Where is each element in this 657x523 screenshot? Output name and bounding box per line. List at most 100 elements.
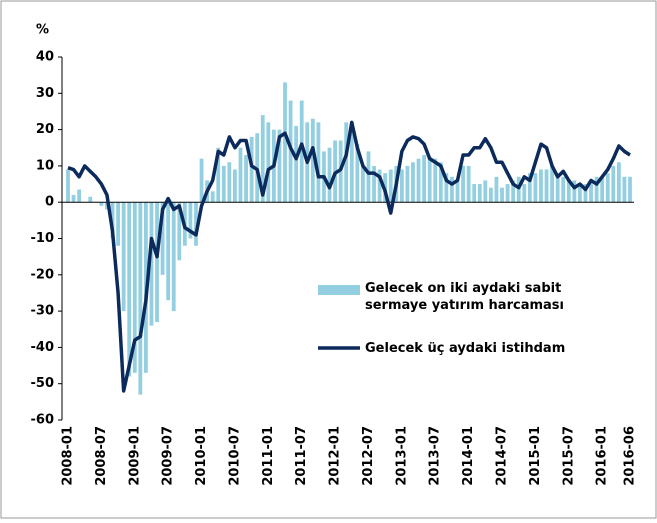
line [67,120,631,393]
x-tick-label: 2016-06 [623,426,638,486]
bar [583,184,588,203]
y-tick-label: -60 [31,413,55,428]
x-tick-label: 2011-01 [261,426,276,486]
bar [472,184,477,203]
bar [66,169,70,203]
bar [283,82,287,203]
bar [539,169,543,203]
bar [388,169,393,203]
bar [127,202,132,377]
bar [466,165,471,203]
bar [244,155,248,203]
bar [411,162,415,203]
bar [461,165,465,203]
bar [616,162,621,203]
bar [155,202,159,322]
legend-swatch [318,285,360,295]
bar [221,165,226,203]
bar [405,165,410,203]
bar [160,202,165,275]
bar [116,202,120,246]
bar [566,180,571,203]
bar [99,202,104,206]
bar [422,155,427,203]
bar [522,184,527,203]
bar [327,147,332,203]
bar [477,184,482,203]
x-tick-label: 2015-07 [561,426,576,486]
x-tick-label: 2008-01 [61,426,76,486]
bar [177,202,182,261]
bar [399,169,404,203]
bar [483,180,488,203]
bar [210,191,215,203]
bar [71,194,76,203]
bar [121,202,126,312]
y-tick-label: -30 [31,304,55,319]
bar [544,169,549,203]
legend-label: Gelecek üç aydaki istihdam [365,341,566,356]
x-tick-label: 2013-07 [428,426,443,486]
x-tick-label: 2011-07 [294,426,309,486]
bar [266,122,271,203]
y-tick-label: 30 [36,86,54,101]
x-tick-label: 2014-01 [461,426,476,486]
x-tick-label: 2015-01 [528,426,543,486]
bar [494,176,499,203]
bar [366,151,371,203]
bar [88,196,93,203]
y-tick-label: 0 [45,195,54,210]
bar [622,176,627,203]
bar [550,165,554,203]
y-tick-label: -10 [31,231,55,246]
bar [260,115,265,203]
bar [355,144,360,203]
bar [600,176,605,203]
bar [294,125,299,203]
y-tick-label: -40 [31,340,55,355]
bar [444,173,449,203]
y-tick-label: 20 [36,122,54,137]
bar [171,202,176,312]
bar [277,129,282,203]
bar [433,158,438,203]
bar [455,180,460,203]
bar [349,122,354,203]
bar [194,202,198,246]
bar [450,176,454,203]
y-tick-label: 10 [36,158,54,173]
bar [527,173,532,203]
bar [166,202,171,301]
y-tick-label: -20 [31,267,55,282]
bar [249,136,254,203]
bar [299,100,304,203]
bar [216,147,221,203]
bar [488,187,493,203]
bar [594,176,599,203]
bar [188,202,193,239]
x-tick-label: 2009-07 [161,426,176,486]
x-tick-label: 2012-01 [328,426,343,486]
bar [77,189,82,203]
x-tick-label: 2012-07 [361,426,376,486]
legend-label: Gelecek on iki aydaki sabit sermaye yatı… [365,281,564,313]
bar [233,169,237,203]
bar [372,165,376,203]
bar [628,176,632,203]
bar [561,176,566,203]
bar [605,173,610,203]
bar [316,122,321,203]
bar [572,180,577,203]
bar [310,118,315,203]
bar [533,173,538,203]
bar [438,162,443,203]
bar [427,156,432,203]
bar [555,173,560,203]
bar [238,147,243,203]
bar [500,187,504,203]
bar [344,122,349,203]
bar [149,202,154,326]
bar [138,202,143,395]
